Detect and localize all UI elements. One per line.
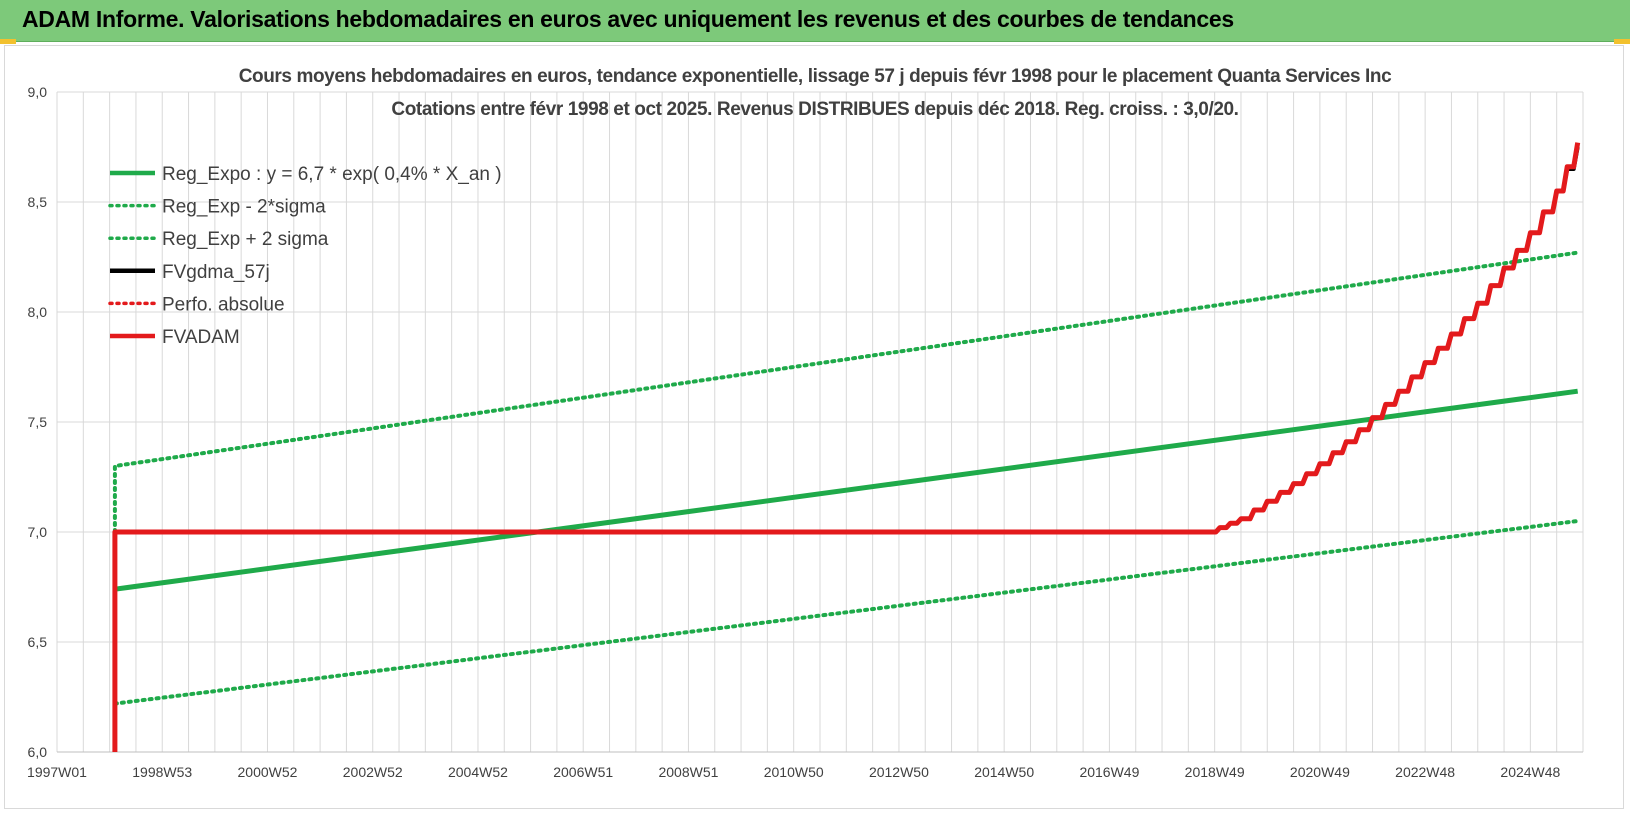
x-tick-label: 1997W01 — [27, 764, 87, 780]
legend-label: FVADAM — [162, 327, 240, 348]
x-tick-label: 2002W52 — [343, 764, 403, 780]
y-tick-label: 6,0 — [28, 744, 48, 760]
series-line-2 — [112, 250, 1580, 534]
x-tick-label: 2004W52 — [448, 764, 508, 780]
x-tick-label: 2010W50 — [764, 764, 824, 780]
y-tick-labels: 6,0 6,5 7,0 7,5 8,0 8,5 9,0 — [28, 84, 48, 760]
legend: Reg_Expo : y = 6,7 * exp( 0,4% * X_an ) R… — [108, 164, 502, 348]
series-line-1 — [112, 519, 1580, 706]
x-tick-label: 2008W51 — [658, 764, 718, 780]
chart-frame — [4, 45, 1624, 809]
x-tick-label: 2016W49 — [1079, 764, 1139, 780]
x-tick-label: 1998W53 — [132, 764, 192, 780]
chart-title-line-1: Cours moyens hebdomadaires en euros, ten… — [238, 66, 1392, 87]
legend-label: FVgdma_57j — [162, 262, 270, 283]
banner-corner-left — [0, 39, 16, 44]
x-tick-label: 2012W50 — [869, 764, 929, 780]
y-tick-label: 7,0 — [28, 524, 48, 540]
series-line-3 — [1209, 146, 1580, 534]
banner-corner-right — [1614, 39, 1630, 44]
series-line-5 — [112, 142, 1581, 752]
y-tick-label: 6,5 — [28, 634, 48, 650]
y-tick-label: 8,0 — [28, 304, 48, 320]
x-tick-label: 2006W51 — [553, 764, 613, 780]
series-line-0 — [114, 388, 1579, 592]
y-tick-label: 9,0 — [28, 84, 48, 100]
x-tick-label: 2018W49 — [1185, 764, 1245, 780]
chart-title-line-2: Cotations entre févr 1998 et oct 2025. R… — [391, 99, 1239, 120]
x-tick-label: 2000W52 — [238, 764, 298, 780]
legend-label: Reg_Exp - 2*sigma — [162, 197, 326, 218]
legend-label: Reg_Expo : y = 6,7 * exp( 0,4% * X_an ) — [162, 164, 502, 185]
x-tick-label: 2020W49 — [1290, 764, 1350, 780]
y-tick-label: 7,5 — [28, 414, 48, 430]
series-layer — [112, 142, 1581, 752]
report-title: ADAM Informe. Valorisations hebdomadaire… — [22, 6, 1234, 32]
x-tick-label: 2022W48 — [1395, 764, 1455, 780]
report-banner: ADAM Informe. Valorisations hebdomadaire… — [0, 0, 1630, 42]
legend-label: Reg_Exp + 2 sigma — [162, 229, 329, 250]
x-tick-labels: 1997W01 1998W53 2000W52 2002W52 2004W52 2006W… — [27, 764, 1561, 780]
y-tick-label: 8,5 — [28, 194, 48, 210]
x-tick-label: 2024W48 — [1500, 764, 1560, 780]
legend-label: Perfo. absolue — [162, 294, 285, 315]
x-tick-label: 2014W50 — [974, 764, 1034, 780]
